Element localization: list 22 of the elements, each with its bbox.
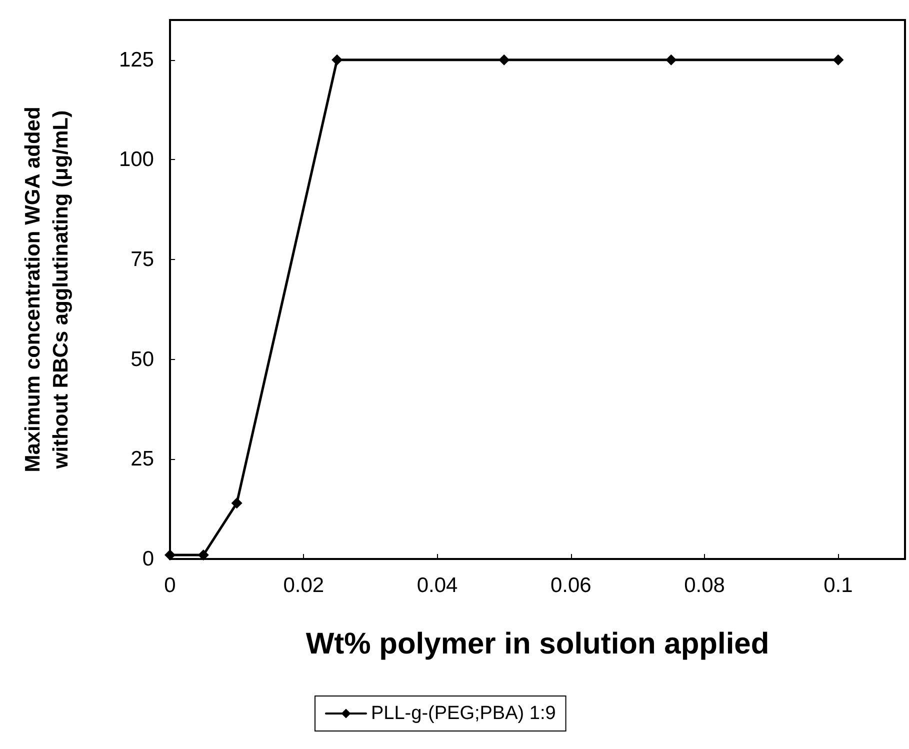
point [498,54,510,66]
y-tick-label: 100 [118,148,154,172]
x-tick-label: 0 [164,574,176,597]
x-tick-label: 0.08 [684,574,725,597]
point [832,54,844,66]
y-tick-label: 25 [130,448,154,471]
x-tick-label: 0.04 [416,574,458,597]
point [332,54,343,66]
x-tick-label: 0.1 [824,574,853,597]
point [198,550,209,561]
legend-label: PLL-g-(PEG;PBA) 1:9 [371,703,556,724]
x-tick-label: 0.06 [550,574,592,597]
y-tick-label: 75 [130,248,154,272]
x-axis-title: Wt% polymer in solution applied [306,628,770,660]
y-tick-label: 50 [130,348,154,371]
y-axis-title: Maximum concentration WGA added without RBCs agglutinating (μg/mL) [22,106,72,472]
point [666,54,677,66]
x-tick-label: 0.02 [283,574,324,597]
point [231,498,242,509]
point [164,550,176,561]
y-tick-label: 125 [118,48,154,72]
y-tick-label: 0 [142,548,154,570]
